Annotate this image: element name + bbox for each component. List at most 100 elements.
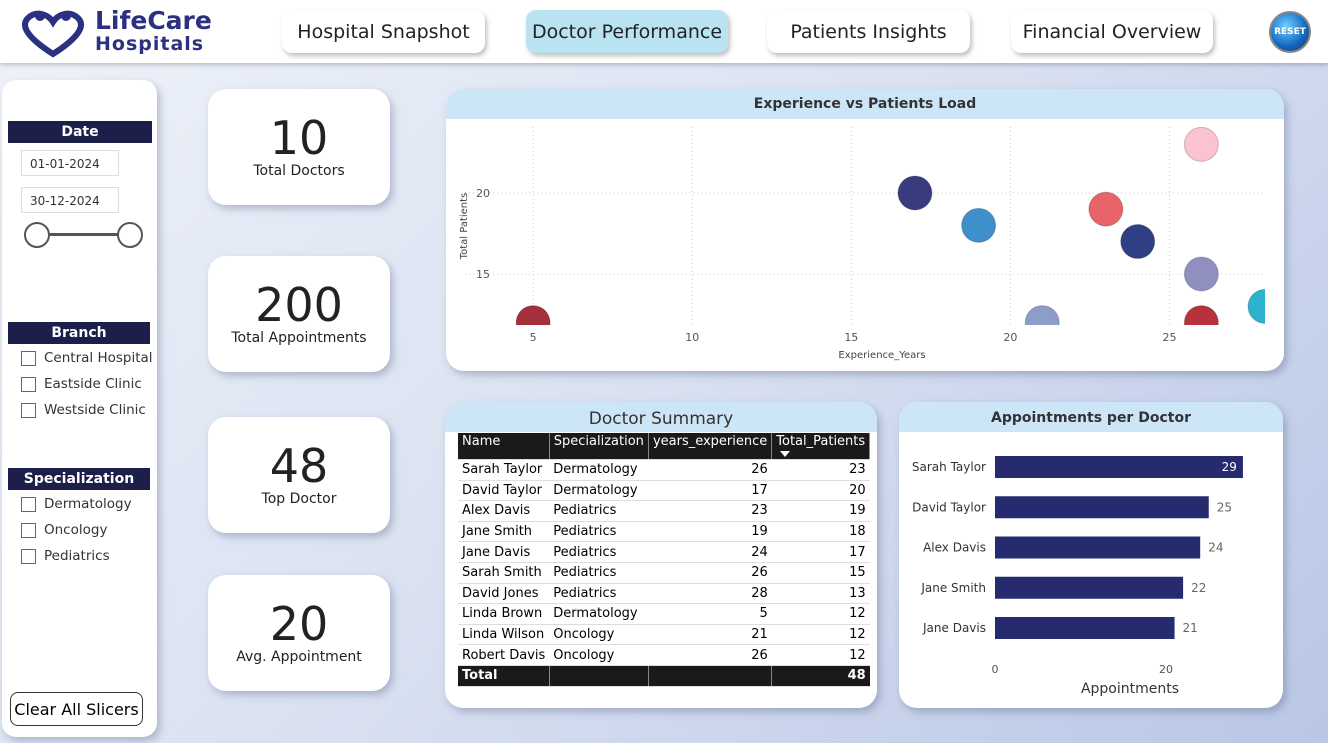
kpi-card: 10 Total Doctors xyxy=(208,89,390,205)
cell: Dermatology xyxy=(549,459,649,481)
cell: 5 xyxy=(648,603,772,625)
cell: 12 xyxy=(771,603,870,625)
slider-handle[interactable] xyxy=(117,222,143,248)
bar xyxy=(995,536,1201,559)
kpi-card: 200 Total Appointments xyxy=(208,256,390,372)
checkbox xyxy=(21,548,36,564)
bar xyxy=(995,456,1243,478)
y-tick-label: 20 xyxy=(476,187,490,200)
kpi-card: 20 Avg. Appointment xyxy=(208,575,390,691)
cell: Oncology xyxy=(549,624,649,646)
option-label: Oncology xyxy=(44,522,108,538)
cell: 17 xyxy=(771,541,870,563)
value-label: 25 xyxy=(1217,500,1232,514)
checkbox xyxy=(21,522,36,538)
cell xyxy=(549,665,649,687)
cell: 23 xyxy=(648,500,772,522)
cell: David Jones xyxy=(458,583,550,605)
clear-button[interactable]: Clear All Slicers xyxy=(10,692,143,726)
cell: David Taylor xyxy=(458,480,550,502)
cell: 12 xyxy=(771,624,870,646)
cell: Jane Smith xyxy=(458,521,550,543)
x-tick-label: 20 xyxy=(1003,331,1017,344)
option[interactable]: Dermatology xyxy=(21,496,132,512)
sort-arrow xyxy=(780,451,791,457)
table-wrap: Name Specialization years_experience Total_… xyxy=(458,433,871,687)
logo-text: Hospitals xyxy=(95,33,205,55)
cell: 48 xyxy=(771,665,870,687)
table-row: Sarah Taylor Dermatology 26 23 xyxy=(458,459,870,481)
kpi-label: Top Doctor xyxy=(261,491,337,507)
column-header: Name xyxy=(458,433,550,460)
nav-button[interactable]: Patients Insights xyxy=(767,10,970,53)
nav-button[interactable]: Doctor Performance xyxy=(526,10,728,53)
table-row: Linda Brown Dermatology 5 12 xyxy=(458,603,870,625)
cell xyxy=(648,665,773,687)
cell: 15 xyxy=(771,562,870,584)
cell: Dermatology xyxy=(549,603,649,625)
option[interactable]: Eastside Clinic xyxy=(21,376,142,392)
option[interactable]: Oncology xyxy=(21,522,107,538)
category-label: David Taylor xyxy=(912,500,986,514)
kpi-label: Avg. Appointment xyxy=(236,649,362,665)
nav-button[interactable]: Hospital Snapshot xyxy=(282,10,485,53)
cell: 17 xyxy=(648,480,772,502)
cell: 23 xyxy=(771,459,870,481)
option[interactable]: Pediatrics xyxy=(21,548,110,564)
table-row: Sarah Smith Pediatrics 26 15 xyxy=(458,562,870,584)
point xyxy=(897,175,933,211)
kpi-value: 20 xyxy=(269,597,329,651)
checkbox xyxy=(21,402,36,418)
cell: Dermatology xyxy=(549,480,649,502)
checkbox xyxy=(21,496,36,512)
kpi-value: 10 xyxy=(269,111,329,165)
option-label: Dermatology xyxy=(44,496,132,512)
logo-icon xyxy=(22,10,84,58)
cell: Pediatrics xyxy=(549,562,649,584)
header-text: Name xyxy=(462,434,501,449)
x-tick-label: 0 xyxy=(992,663,999,676)
filter-title: Specialization xyxy=(8,468,150,490)
filter-panel xyxy=(2,80,157,737)
slider-track xyxy=(37,233,130,236)
nav-button[interactable]: Financial Overview xyxy=(1011,10,1213,53)
chart-title: Experience vs Patients Load xyxy=(446,89,1284,119)
kpi-label: Total Doctors xyxy=(253,163,345,179)
date-input[interactable]: 30-12-2024 xyxy=(21,187,119,213)
table-row: Jane Davis Pediatrics 24 17 xyxy=(458,541,870,563)
cell: 19 xyxy=(771,500,870,522)
column-header: Specialization xyxy=(549,433,649,460)
kpi-value: 48 xyxy=(269,439,329,493)
slider-handle[interactable] xyxy=(24,222,50,248)
column-header: years_experience xyxy=(648,433,773,460)
table-row: David Taylor Dermatology 17 20 xyxy=(458,480,870,502)
value-label: 21 xyxy=(1183,621,1198,635)
category-label: Sarah Taylor xyxy=(912,460,986,474)
filter-title: Branch xyxy=(8,322,150,344)
table-row: Linda Wilson Oncology 21 12 xyxy=(458,624,870,646)
header-text: years_experience xyxy=(652,434,768,449)
scatter-card: Experience vs Patients Load xyxy=(446,89,1284,371)
cell: Sarah Taylor xyxy=(458,459,550,481)
point xyxy=(1183,127,1219,162)
point xyxy=(1183,305,1219,325)
header: LifeCare Hospitals Hospital Snapshot Doc… xyxy=(0,0,1328,63)
value-label: 29 xyxy=(1222,460,1237,474)
point xyxy=(1183,256,1219,292)
header-row: Name Specialization years_experience Total_… xyxy=(458,433,871,460)
option[interactable]: Central Hospital xyxy=(21,350,153,366)
cell: 13 xyxy=(771,583,870,605)
table-row: David Jones Pediatrics 28 13 xyxy=(458,583,870,605)
checkbox xyxy=(21,350,36,366)
point xyxy=(1120,224,1156,260)
bar xyxy=(995,617,1175,639)
reset-button[interactable]: RESET xyxy=(1269,11,1311,53)
option-label: Eastside Clinic xyxy=(44,376,142,392)
cell: Pediatrics xyxy=(549,583,649,605)
date-input[interactable]: 01-01-2024 xyxy=(21,150,119,176)
category-label: Jane Smith xyxy=(920,581,986,595)
option[interactable]: Westside Clinic xyxy=(21,402,146,418)
table-row: Alex Davis Pediatrics 23 19 xyxy=(458,500,870,522)
